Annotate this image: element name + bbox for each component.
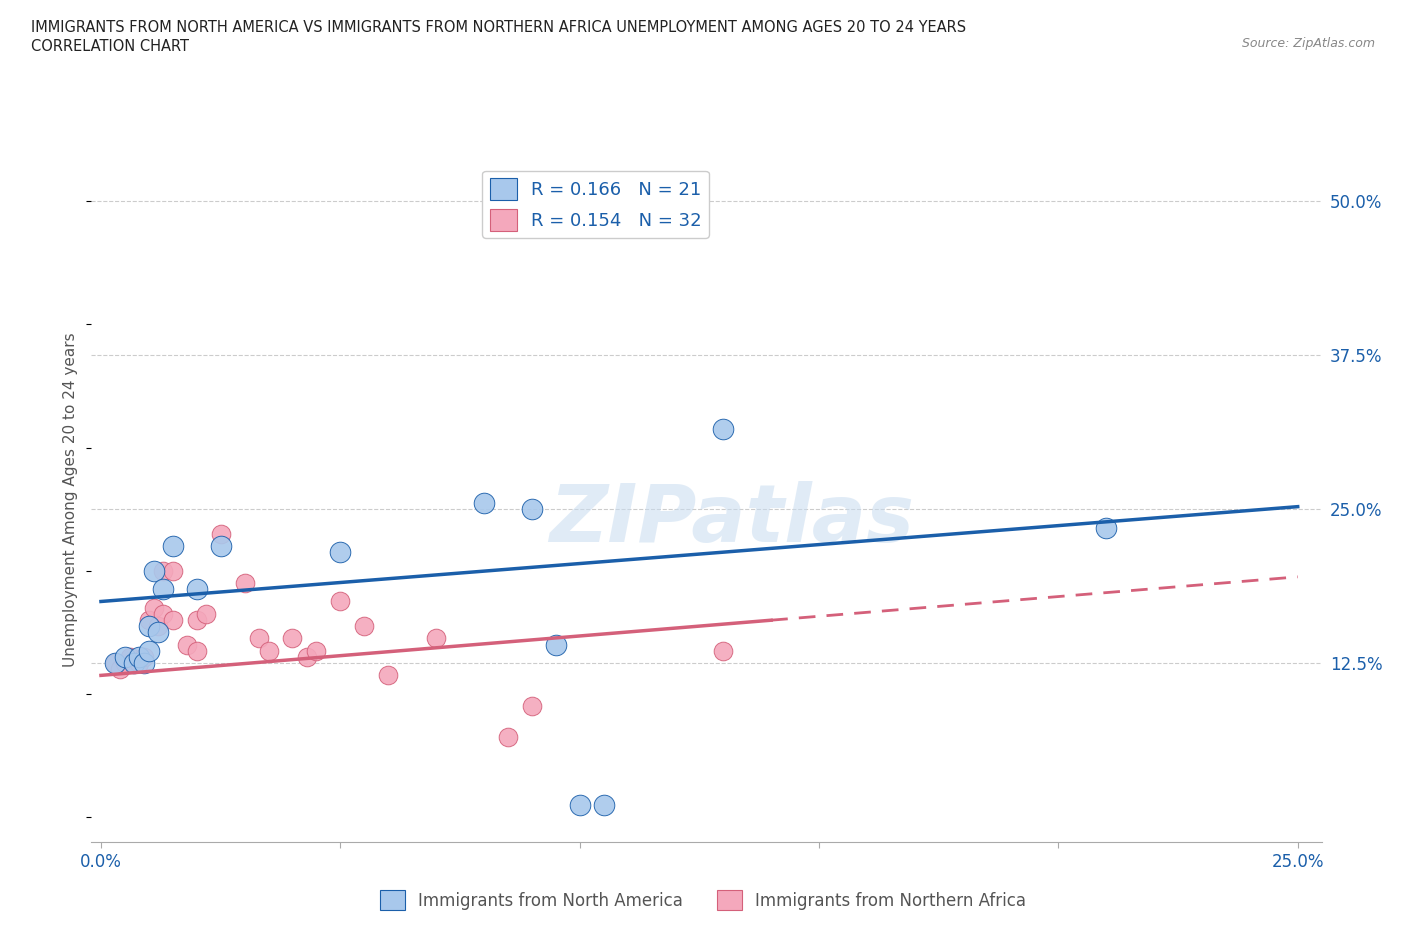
Point (520, 501, 543, 516)
Point (281, 631, 304, 645)
Point (138, 613, 160, 628)
Point (472, 496, 495, 511)
Legend: Immigrants from North America, Immigrants from Northern Africa: Immigrants from North America, Immigrant… (374, 884, 1032, 917)
Point (152, 606, 174, 621)
Point (425, 631, 447, 645)
Point (162, 564, 184, 578)
Point (1095, 520, 1118, 535)
Point (132, 656, 155, 671)
Text: ZIPatlas: ZIPatlas (548, 482, 914, 559)
Legend: R = 0.166   N = 21, R = 0.154   N = 32: R = 0.166 N = 21, R = 0.154 N = 32 (482, 170, 709, 238)
Point (592, 797, 614, 812)
Text: Source: ZipAtlas.com: Source: ZipAtlas.com (1241, 37, 1375, 50)
Point (377, 668, 399, 683)
Point (152, 582, 174, 597)
Point (148, 625, 170, 640)
Point (114, 649, 136, 664)
Point (711, 644, 734, 658)
Point (162, 613, 184, 628)
Point (711, 421, 734, 436)
Point (305, 644, 328, 658)
Point (142, 564, 165, 578)
Point (353, 618, 375, 633)
Point (176, 637, 198, 652)
Point (152, 564, 174, 578)
Point (295, 649, 318, 664)
Point (108, 662, 131, 677)
Point (329, 594, 352, 609)
Point (138, 644, 160, 658)
Point (132, 649, 155, 664)
Point (233, 576, 256, 591)
Point (148, 618, 170, 633)
Point (128, 649, 150, 664)
Text: IMMIGRANTS FROM NORTH AMERICA VS IMMIGRANTS FROM NORTHERN AFRICA UNEMPLOYMENT AM: IMMIGRANTS FROM NORTH AMERICA VS IMMIGRA… (31, 20, 966, 35)
Text: CORRELATION CHART: CORRELATION CHART (31, 39, 188, 54)
Point (162, 538, 184, 553)
Point (209, 538, 232, 553)
Point (209, 526, 232, 541)
Point (186, 582, 208, 597)
Point (114, 656, 136, 671)
Point (520, 698, 543, 713)
Point (544, 637, 567, 652)
Point (496, 729, 519, 744)
Point (124, 656, 146, 671)
Point (142, 600, 165, 615)
Point (118, 649, 141, 664)
Point (104, 656, 127, 671)
Point (128, 656, 150, 671)
Point (247, 631, 270, 645)
Point (195, 606, 218, 621)
Point (124, 656, 146, 671)
Point (257, 644, 280, 658)
Point (186, 613, 208, 628)
Point (568, 797, 591, 812)
Point (186, 644, 208, 658)
Point (104, 656, 127, 671)
Point (138, 618, 160, 633)
Point (329, 545, 352, 560)
Y-axis label: Unemployment Among Ages 20 to 24 years: Unemployment Among Ages 20 to 24 years (63, 333, 79, 667)
